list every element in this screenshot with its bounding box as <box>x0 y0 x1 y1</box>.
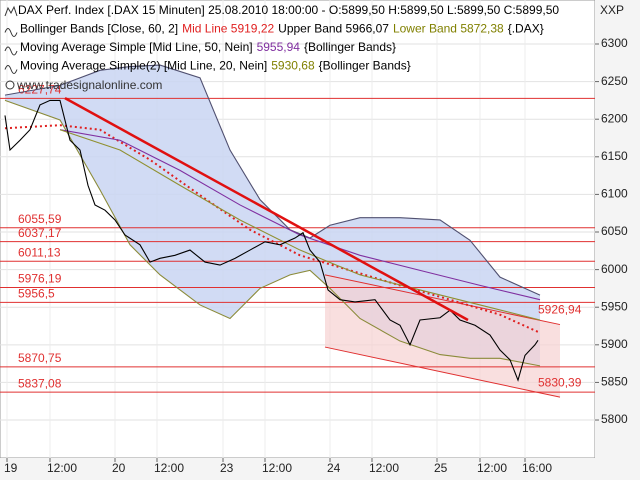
level-label: 5870,75 <box>18 351 62 365</box>
header-icon <box>4 5 18 17</box>
x-tick-label: 12:00 <box>369 461 399 475</box>
x-tick-label: 24 <box>327 461 341 475</box>
axis-label: XXP <box>600 3 624 17</box>
y-tick-label: 6050 <box>601 224 628 238</box>
header-text: Upper Band 5966,07 <box>278 22 389 36</box>
header-text: Bollinger Bands [Close, 60, 2] <box>20 22 178 36</box>
header-icon <box>4 28 18 37</box>
level-label: 5956,5 <box>18 286 55 300</box>
x-tick-label: 20 <box>112 461 126 475</box>
header-text: Moving Average Simple(2) [Mid Line, 20, … <box>20 59 267 73</box>
y-tick-label: 6250 <box>601 74 628 88</box>
y-tick-label: 5800 <box>601 412 628 426</box>
y-tick-label: 6100 <box>601 187 628 201</box>
y-tick-label: 6000 <box>601 262 628 276</box>
channel-label: 5830,39 <box>538 375 582 389</box>
header-text: {.DAX} <box>508 22 544 36</box>
x-tick-label: 23 <box>220 461 234 475</box>
header-icon <box>4 46 18 56</box>
level-label: 5976,19 <box>18 272 62 286</box>
header-line: DAX Perf. Index [.DAX 15 Minuten] 25.08.… <box>18 3 559 17</box>
y-tick-label: 6300 <box>601 36 628 50</box>
y-axis-area <box>595 0 640 480</box>
x-tick-label: 12:00 <box>477 461 507 475</box>
channel-line <box>324 274 561 326</box>
series-line <box>64 97 469 322</box>
x-tick-label: 12:00 <box>154 461 184 475</box>
y-tick-label: 6150 <box>601 149 628 163</box>
series-line <box>4 99 539 382</box>
header-text: {Bollinger Bands} <box>319 59 411 73</box>
header-line: Bollinger Bands [Close, 60, 2] Mid Line 5… <box>20 22 544 36</box>
x-tick-label: 12:00 <box>262 461 292 475</box>
level-label: 6227,74 <box>18 83 62 97</box>
header-line: Moving Average Simple(2) [Mid Line, 20, … <box>20 59 411 73</box>
series-line <box>4 99 541 367</box>
watermark: www.tradesignalonline.com <box>16 78 162 92</box>
copyright-icon <box>5 80 15 90</box>
y-tick-label: 5950 <box>601 299 628 313</box>
header-text: {Bollinger Bands} <box>304 40 396 54</box>
header-line: Moving Average Simple [Mid Line, 50, Nei… <box>20 40 396 54</box>
header-text: 5955,94 <box>257 40 301 54</box>
series-line <box>59 129 541 321</box>
channel-label: 5926,94 <box>538 303 582 317</box>
level-label: 6055,59 <box>18 212 62 226</box>
chart-layer: 5800 5850 5900 5950 6000 6050 6100 6150 6200 6250… <box>0 0 628 475</box>
channel-line <box>324 346 561 398</box>
header-text: Moving Average Simple [Mid Line, 50, Nei… <box>20 40 253 54</box>
level-label: 6037,17 <box>18 226 62 240</box>
header-text: 5930,68 <box>271 59 315 73</box>
y-tick-label: 6200 <box>601 111 628 125</box>
level-label: 5837,08 <box>18 376 62 390</box>
level-label: 6011,13 <box>18 245 61 259</box>
x-axis-area <box>0 458 595 480</box>
header-icon <box>4 65 18 74</box>
x-tick-label: 16:00 <box>522 461 552 475</box>
header-text: DAX Perf. Index [.DAX 15 Minuten] 25.08.… <box>18 3 559 17</box>
x-tick-label: 25 <box>434 461 448 475</box>
x-tick-label: 19 <box>4 461 18 475</box>
y-tick-label: 5850 <box>601 375 628 389</box>
band-fill <box>5 65 540 366</box>
header-text: Lower Band 5872,38 <box>393 22 504 36</box>
y-tick-label: 5900 <box>601 337 628 351</box>
header-text: Mid Line 5919,22 <box>182 22 274 36</box>
x-tick-label: 12:00 <box>47 461 77 475</box>
